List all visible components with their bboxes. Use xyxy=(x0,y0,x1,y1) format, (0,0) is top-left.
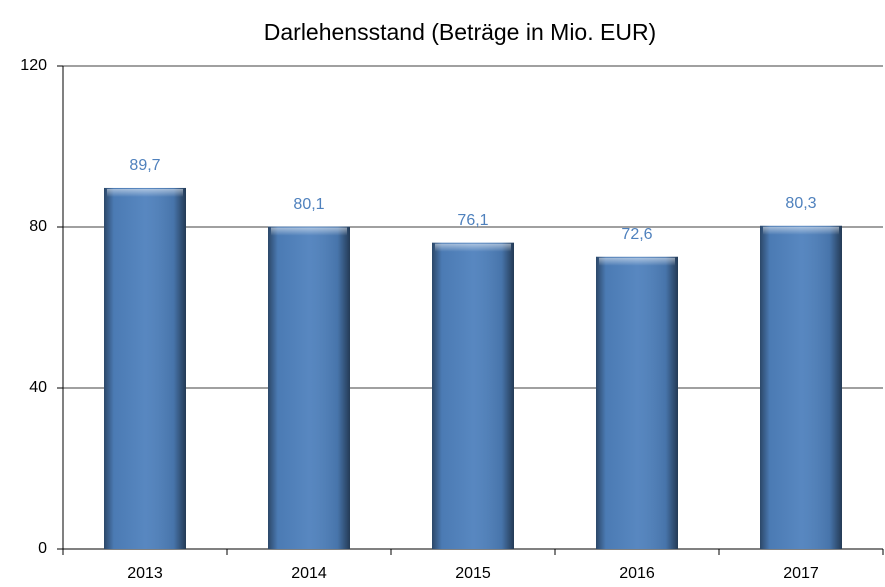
bar-shade xyxy=(432,242,514,549)
y-tick-label: 0 xyxy=(38,540,47,557)
value-label: 72,6 xyxy=(621,226,652,243)
bar-cap xyxy=(599,257,675,266)
y-tick-label: 40 xyxy=(29,379,47,396)
x-tick-label: 2015 xyxy=(455,565,491,582)
value-label: 80,1 xyxy=(293,196,324,213)
bar-cap xyxy=(435,243,511,252)
x-tick-label: 2013 xyxy=(127,565,163,582)
value-label: 89,7 xyxy=(129,157,160,174)
chart-title: Darlehensstand (Beträge in Mio. EUR) xyxy=(264,19,656,45)
y-tick-label: 80 xyxy=(29,218,47,235)
x-tick-label: 2014 xyxy=(291,565,327,582)
y-tick-label: 120 xyxy=(20,57,47,74)
bar-shade xyxy=(268,226,350,549)
value-label: 76,1 xyxy=(457,212,488,229)
bar-shade xyxy=(596,256,678,549)
bar-cap xyxy=(107,188,183,197)
bar-shade xyxy=(104,187,186,549)
bar-shade xyxy=(760,225,842,550)
bar-cap xyxy=(271,227,347,236)
x-tick-label: 2016 xyxy=(619,565,655,582)
x-tick-label: 2017 xyxy=(783,565,819,582)
bar-cap xyxy=(763,226,839,235)
value-label: 80,3 xyxy=(785,195,816,212)
